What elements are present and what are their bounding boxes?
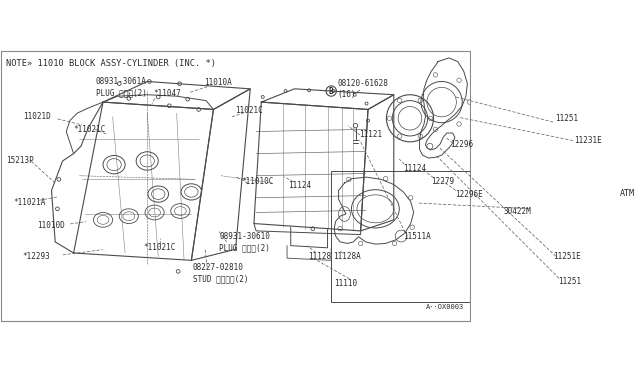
- Circle shape: [156, 95, 160, 99]
- Circle shape: [353, 93, 356, 96]
- Text: 11251: 11251: [558, 277, 581, 286]
- Circle shape: [353, 124, 358, 128]
- Text: 11251: 11251: [555, 114, 578, 123]
- Text: 11124: 11124: [403, 164, 426, 173]
- Circle shape: [57, 177, 61, 181]
- Circle shape: [148, 80, 151, 83]
- Circle shape: [197, 108, 200, 111]
- Circle shape: [311, 227, 315, 231]
- Text: *12293: *12293: [22, 252, 50, 261]
- Text: 11128A: 11128A: [333, 252, 360, 261]
- Text: A··OX0003: A··OX0003: [426, 304, 464, 310]
- Text: 11128: 11128: [308, 252, 331, 261]
- Text: 15213P: 15213P: [6, 157, 34, 166]
- Circle shape: [261, 96, 264, 99]
- Text: 11110: 11110: [334, 279, 358, 288]
- Text: 11251E: 11251E: [554, 252, 581, 261]
- Text: 12279: 12279: [431, 177, 454, 186]
- Circle shape: [178, 82, 181, 86]
- Text: 11010D: 11010D: [37, 221, 65, 230]
- Text: *11010C: *11010C: [241, 177, 274, 186]
- Text: 11021D: 11021D: [24, 112, 51, 121]
- Circle shape: [284, 90, 287, 93]
- Circle shape: [56, 207, 60, 211]
- Bar: [332, 171, 471, 302]
- Text: 11511A: 11511A: [403, 231, 431, 241]
- Circle shape: [176, 270, 180, 273]
- Text: 30422M: 30422M: [504, 206, 531, 215]
- Text: 08227-02810
STUD スタッド(2): 08227-02810 STUD スタッド(2): [193, 263, 248, 283]
- Circle shape: [367, 119, 369, 122]
- Text: 12296: 12296: [451, 140, 474, 149]
- Circle shape: [127, 97, 131, 100]
- Text: *11021C: *11021C: [74, 125, 106, 134]
- Text: 08931-30610
PLUG プラグ(2): 08931-30610 PLUG プラグ(2): [220, 232, 270, 252]
- Text: *11047: *11047: [153, 89, 181, 98]
- Circle shape: [186, 97, 189, 101]
- Text: 11231E: 11231E: [574, 136, 602, 145]
- Circle shape: [332, 90, 335, 93]
- Text: *11021A: *11021A: [13, 198, 45, 207]
- Text: *11021C: *11021C: [143, 243, 176, 252]
- Text: ATM: ATM: [620, 189, 635, 198]
- Text: B: B: [329, 87, 333, 96]
- Text: 11124: 11124: [289, 182, 312, 190]
- Circle shape: [365, 102, 368, 105]
- Circle shape: [168, 104, 171, 108]
- Text: 11010A: 11010A: [205, 78, 232, 87]
- Circle shape: [117, 82, 121, 86]
- Text: 11021C: 11021C: [236, 106, 263, 115]
- Text: 08931-3061A
PLUG プラグ(2): 08931-3061A PLUG プラグ(2): [96, 77, 147, 97]
- Text: 08120-61628
(16): 08120-61628 (16): [337, 79, 388, 99]
- Circle shape: [308, 89, 310, 92]
- Text: 11121: 11121: [359, 130, 382, 139]
- Text: 12296E: 12296E: [455, 190, 483, 199]
- Text: NOTE» 11010 BLOCK ASSY-CYLINDER (INC. *): NOTE» 11010 BLOCK ASSY-CYLINDER (INC. *): [6, 60, 216, 68]
